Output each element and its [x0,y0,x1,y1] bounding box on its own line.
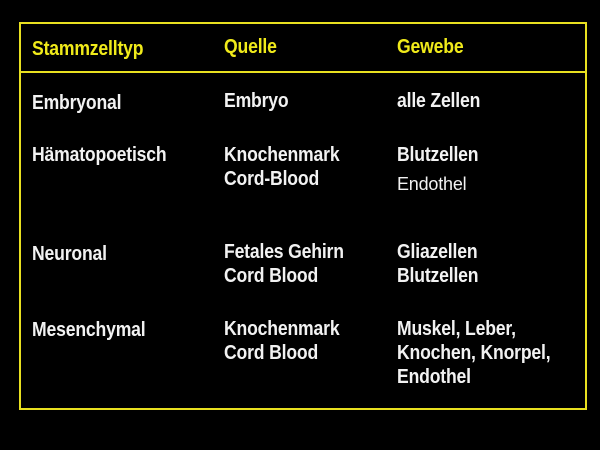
header-stammzelltyp: Stammzelltyp [32,38,144,60]
table-border [19,22,587,410]
row-source: Fetales Gehirn [224,241,344,263]
row-source: Embryo [224,90,289,112]
header-divider [19,71,587,73]
row-tissue: Endothel [397,366,471,388]
header-quelle: Quelle [224,36,277,58]
row-source: Knochenmark [224,144,340,166]
row-source: Knochenmark [224,318,340,340]
row-tissue: alle Zellen [397,90,481,112]
row-source: Cord Blood [224,265,319,287]
row-source: Cord Blood [224,342,319,364]
header-gewebe: Gewebe [397,36,464,58]
row-tissue: Knochen, Knorpel, [397,342,551,364]
row-type: Hämatopoetisch [32,144,167,166]
row-source: Cord-Blood [224,168,320,190]
row-type: Neuronal [32,243,107,265]
row-tissue: Gliazellen [397,241,478,263]
row-tissue: Muskel, Leber, [397,318,516,340]
row-type: Embryonal [32,92,122,114]
row-tissue: Endothel [397,174,467,194]
row-tissue: Blutzellen [397,265,479,287]
row-tissue: Blutzellen [397,144,479,166]
row-type: Mesenchymal [32,319,146,341]
